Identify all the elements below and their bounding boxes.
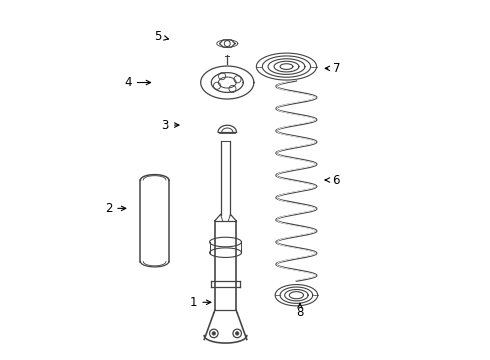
Text: 3: 3 bbox=[162, 118, 179, 131]
Circle shape bbox=[212, 332, 216, 335]
Text: 7: 7 bbox=[325, 62, 341, 75]
Text: 8: 8 bbox=[296, 303, 304, 319]
Text: 4: 4 bbox=[124, 76, 150, 89]
Text: 6: 6 bbox=[325, 174, 339, 186]
Text: 2: 2 bbox=[105, 202, 126, 215]
Circle shape bbox=[235, 332, 239, 335]
Text: 5: 5 bbox=[154, 30, 169, 43]
Text: 1: 1 bbox=[190, 296, 211, 309]
